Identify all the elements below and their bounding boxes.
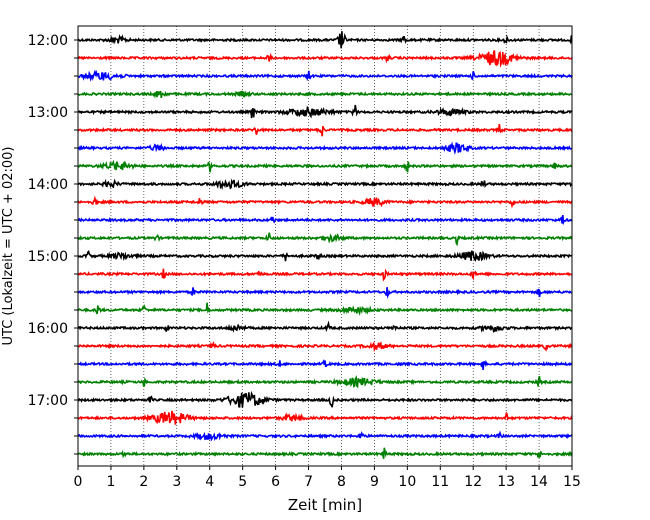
plot-frame (77, 25, 573, 467)
x-tick-label: 4 (205, 474, 214, 490)
x-axis: 0 1 2 3 4 5 6 7 8 9 10 11 12 13 14 15 (74, 466, 581, 490)
seismogram-trace (78, 302, 573, 317)
seismogram-trace (77, 31, 573, 49)
x-tick-label: 8 (337, 474, 346, 490)
x-tick-label: 9 (370, 474, 379, 490)
seismogram-trace (77, 374, 573, 389)
seismogram-trace (77, 141, 573, 155)
seismogram-trace (77, 178, 573, 191)
seismogram-trace (77, 447, 573, 459)
x-tick-label: 14 (530, 474, 548, 490)
x-tick-label: 3 (172, 474, 181, 490)
x-tick-label: 13 (497, 474, 515, 490)
y-axis: 12:00 13:00 14:00 15:00 16:00 17:00 (28, 33, 78, 455)
x-tick-label: 6 (271, 474, 280, 490)
seismogram-trace (77, 249, 573, 262)
y-tick-label: 14:00 (28, 177, 68, 193)
seismogram-trace (77, 430, 573, 442)
seismogram-trace (77, 50, 573, 68)
seismogram-trace (77, 340, 573, 353)
x-tick-label: 1 (106, 474, 115, 490)
seismogram-trace (77, 215, 573, 226)
seismogram-trace (77, 268, 573, 282)
x-axis-label: Zeit [min] (288, 496, 362, 514)
x-tick-label: 15 (563, 474, 581, 490)
seismogram-trace (77, 90, 573, 99)
x-tick-label: 10 (398, 474, 416, 490)
trace-layer (77, 31, 573, 459)
x-tick-label: 0 (74, 474, 83, 490)
seismogram-trace (77, 69, 573, 82)
seismogram-trace (77, 320, 573, 333)
y-tick-label: 12:00 (28, 33, 68, 49)
seismogram-trace (77, 123, 573, 137)
x-tick-label: 7 (304, 474, 313, 490)
seismogram-trace (77, 159, 572, 173)
seismogram-trace (77, 410, 573, 425)
seismogram-trace (77, 390, 573, 408)
x-tick-label: 12 (464, 474, 482, 490)
seismogram-trace (77, 287, 573, 299)
x-tick-label: 11 (431, 474, 449, 490)
grid-layer (110, 26, 540, 466)
seismogram-trace (77, 359, 573, 370)
seismogram-trace (77, 232, 573, 247)
x-tick-label: 5 (238, 474, 247, 490)
y-tick-label: 16:00 (28, 321, 68, 337)
y-axis-label: UTC (Lokalzeit = UTC + 02:00) (1, 147, 16, 346)
seismogram-trace (77, 104, 573, 119)
y-tick-label: 17:00 (28, 393, 68, 409)
y-tick-label: 13:00 (28, 105, 68, 121)
x-tick-label: 2 (139, 474, 148, 490)
seismogram-trace (77, 195, 573, 209)
y-tick-label: 15:00 (28, 249, 68, 265)
